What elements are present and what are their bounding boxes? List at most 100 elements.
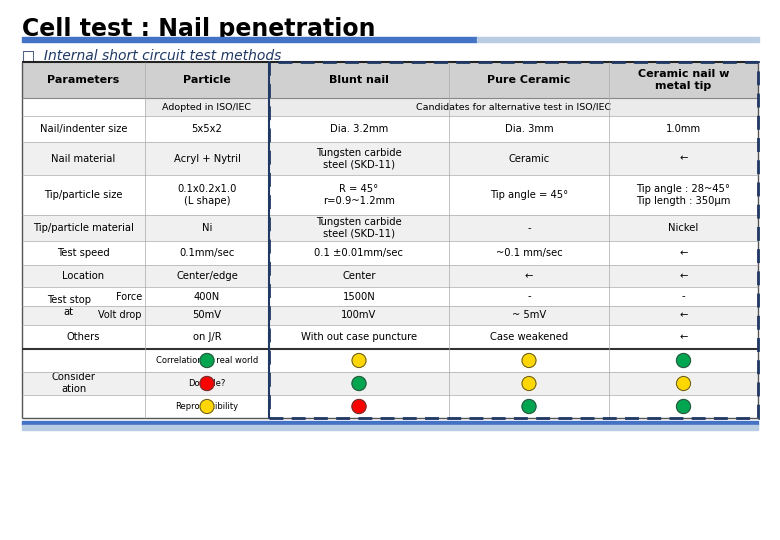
Bar (22, 325, 145, 349)
Bar (22, 372, 145, 395)
Bar (22, 215, 145, 241)
Text: Parameters: Parameters (48, 75, 119, 85)
Text: Test speed: Test speed (57, 248, 110, 258)
Bar (449, 287, 609, 306)
Circle shape (676, 354, 690, 368)
Text: 400N: 400N (194, 292, 220, 301)
Circle shape (352, 354, 366, 368)
Text: Cell test : Nail penetration: Cell test : Nail penetration (22, 17, 375, 41)
Text: ←: ← (679, 248, 688, 258)
Text: Case weakened: Case weakened (490, 332, 568, 342)
Text: ←: ← (679, 310, 688, 321)
Text: ~0.1 mm/sec: ~0.1 mm/sec (495, 248, 562, 258)
Circle shape (352, 376, 366, 390)
Bar (609, 241, 758, 265)
Bar (22, 395, 145, 418)
Bar (449, 372, 609, 395)
Bar (449, 215, 609, 241)
Text: ←: ← (679, 153, 688, 164)
Bar (145, 215, 269, 241)
Text: Pure Ceramic: Pure Ceramic (488, 75, 571, 85)
Bar (449, 142, 609, 175)
Text: Nail/indenter size: Nail/indenter size (40, 124, 127, 134)
Text: Tip/particle material: Tip/particle material (33, 223, 134, 233)
Bar (449, 325, 609, 349)
Text: Particle: Particle (183, 75, 231, 85)
Bar (269, 241, 449, 265)
Text: Center: Center (342, 271, 376, 281)
Bar (269, 62, 449, 98)
Bar (145, 265, 269, 287)
Circle shape (676, 376, 690, 390)
Bar (22, 62, 145, 98)
Text: -: - (527, 292, 531, 301)
Bar (22, 287, 145, 306)
Bar (269, 395, 449, 418)
Text: Nickel: Nickel (668, 223, 699, 233)
Circle shape (522, 354, 536, 368)
Bar (22, 349, 145, 372)
Text: ←: ← (525, 271, 534, 281)
Text: Ceramic nail w
metal tip: Ceramic nail w metal tip (638, 69, 729, 91)
Text: 5x5x2: 5x5x2 (192, 124, 222, 134)
Text: ←: ← (679, 332, 688, 342)
Bar (269, 142, 449, 175)
Bar (477, 37, 759, 42)
Text: 0.1 ±0.01mm/sec: 0.1 ±0.01mm/sec (314, 248, 403, 258)
Circle shape (522, 376, 536, 390)
Circle shape (200, 376, 214, 390)
Bar (609, 395, 758, 418)
Bar (22, 175, 145, 215)
Text: 100mV: 100mV (342, 310, 377, 321)
Text: -: - (527, 223, 531, 233)
Bar (22, 98, 145, 116)
Bar (609, 215, 758, 241)
Bar (449, 241, 609, 265)
Text: □  Internal short circuit test methods: □ Internal short circuit test methods (22, 48, 282, 62)
Bar (22, 142, 145, 175)
Text: Dia. 3.2mm: Dia. 3.2mm (330, 124, 388, 134)
Text: Tip/particle size: Tip/particle size (44, 190, 122, 200)
Circle shape (352, 400, 366, 414)
Bar (449, 306, 609, 325)
Bar (145, 116, 269, 142)
Bar (269, 98, 758, 116)
Bar (22, 306, 145, 325)
Text: Acryl + Nytril: Acryl + Nytril (174, 153, 240, 164)
Bar (449, 116, 609, 142)
Text: 1.0mm: 1.0mm (666, 124, 701, 134)
Bar (609, 62, 758, 98)
Text: Tungsten carbide
steel (SKD-11): Tungsten carbide steel (SKD-11) (316, 147, 402, 170)
Text: Center/edge: Center/edge (176, 271, 238, 281)
Text: Ni: Ni (202, 223, 212, 233)
Bar (269, 372, 449, 395)
Text: Nail material: Nail material (51, 153, 115, 164)
Text: ←: ← (679, 271, 688, 281)
Bar (269, 175, 449, 215)
Text: Tungsten carbide
steel (SKD-11): Tungsten carbide steel (SKD-11) (316, 217, 402, 239)
Bar (449, 62, 609, 98)
Text: Tip angle : 28~45°
Tip length : 350μm: Tip angle : 28~45° Tip length : 350μm (636, 184, 731, 206)
Text: Correlation to real world: Correlation to real world (156, 356, 258, 365)
Text: Others: Others (67, 332, 101, 342)
Text: 50mV: 50mV (193, 310, 222, 321)
Bar (22, 265, 145, 287)
Bar (145, 306, 269, 325)
Text: R = 45°
r=0.9~1.2mm: R = 45° r=0.9~1.2mm (323, 184, 395, 206)
Bar (145, 349, 269, 372)
Bar (22, 116, 145, 142)
Text: Candidates for alternative test in ISO/IEC: Candidates for alternative test in ISO/I… (416, 103, 611, 111)
Bar (145, 142, 269, 175)
Text: on J/R: on J/R (193, 332, 222, 342)
Text: 0.1x0.2x1.0
(L shape): 0.1x0.2x1.0 (L shape) (177, 184, 236, 206)
Bar (22, 421, 758, 425)
Text: Adopted in ISO/IEC: Adopted in ISO/IEC (162, 103, 251, 111)
Bar (145, 62, 269, 98)
Bar (145, 372, 269, 395)
Bar (145, 241, 269, 265)
Circle shape (200, 354, 214, 368)
Text: Location: Location (62, 271, 105, 281)
Bar (269, 265, 449, 287)
Bar (269, 325, 449, 349)
Bar (269, 116, 449, 142)
